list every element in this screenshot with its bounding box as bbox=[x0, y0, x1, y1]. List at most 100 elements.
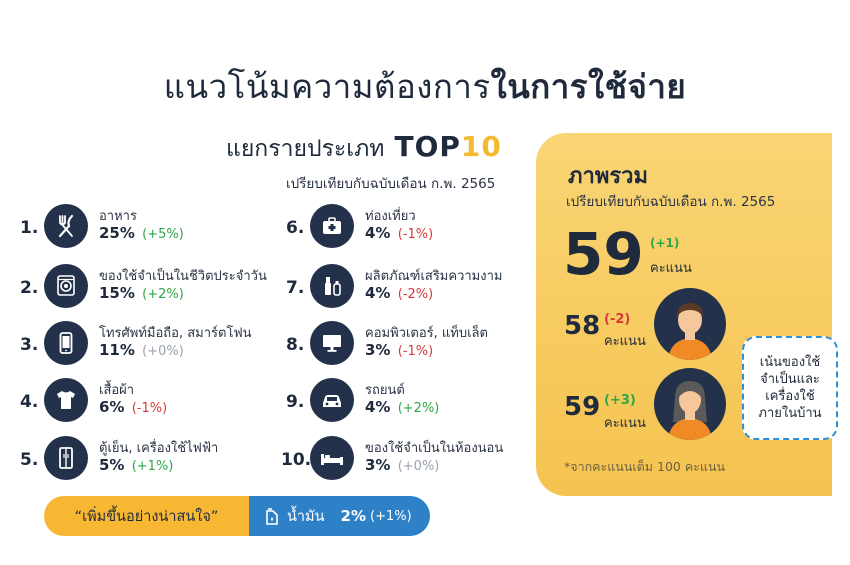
list-item-7: 7. ผลิตภัณฑ์เสริมความงาม 4% (-2%) bbox=[286, 264, 536, 312]
category-heading-text: แยกรายประเภท bbox=[226, 136, 385, 162]
list-item-3: 3. โทรศัพท์มือถือ, สมาร์ตโฟน 11% (+0%) bbox=[20, 321, 270, 369]
change-text: (-1%) bbox=[397, 227, 434, 242]
item-value: 11% (+0%) bbox=[99, 341, 184, 359]
item-number: 3. bbox=[20, 335, 39, 355]
value-text: 25% bbox=[99, 224, 135, 242]
female-score: 59 bbox=[564, 392, 601, 422]
value-text: 4% bbox=[365, 224, 391, 242]
change-text: (+0%) bbox=[397, 459, 440, 474]
male-score-change: (-2) bbox=[604, 312, 631, 327]
female-score-change: (+3) bbox=[604, 393, 636, 408]
item-number: 8. bbox=[286, 335, 305, 355]
item-value: 6% (-1%) bbox=[99, 398, 167, 416]
item-name: ของใช้จำเป็นในห้องนอน bbox=[365, 441, 504, 456]
female-avatar-icon bbox=[654, 368, 726, 440]
item-value: 3% (+0%) bbox=[365, 456, 439, 474]
female-score-unit: คะแนน bbox=[604, 416, 646, 431]
highlight-change: (+1%) bbox=[370, 508, 412, 524]
item-number: 9. bbox=[286, 392, 305, 412]
tshirt-icon bbox=[44, 378, 88, 422]
list-item-2: 2. ของใช้จำเป็นในชีวิตประจำวัน 15% (+2%) bbox=[20, 264, 270, 312]
item-name: ท่องเที่ยว bbox=[365, 209, 416, 224]
item-number: 7. bbox=[286, 278, 305, 298]
car-icon bbox=[310, 378, 354, 422]
monitor-icon bbox=[310, 321, 354, 365]
highlight-item: น้ำมัน 2% (+1%) bbox=[249, 496, 430, 536]
item-number: 1. bbox=[20, 218, 39, 238]
overall-score-unit: คะแนน bbox=[650, 261, 692, 276]
cosmetics-icon bbox=[310, 264, 354, 308]
category-compare: เปรียบเทียบกับฉบับเดือน ก.พ. 2565 bbox=[286, 176, 496, 192]
item-value: 3% (-1%) bbox=[365, 341, 433, 359]
highlight-label: “เพิ่มขึ้นอย่างน่าสนใจ” bbox=[44, 496, 249, 536]
male-avatar-icon bbox=[654, 288, 726, 360]
ten-text: 10 bbox=[460, 130, 502, 163]
footnote: *จากคะแนนเต็ม 100 คะแนน bbox=[564, 459, 726, 474]
value-text: 15% bbox=[99, 284, 135, 302]
item-value: 4% (+2%) bbox=[365, 398, 439, 416]
title-bold: ในการใช้จ่าย bbox=[490, 67, 687, 106]
item-number: 2. bbox=[20, 278, 39, 298]
change-text: (+5%) bbox=[142, 227, 184, 242]
male-score-unit: คะแนน bbox=[604, 334, 646, 349]
bed-icon bbox=[310, 436, 354, 480]
highlight-pill: “เพิ่มขึ้นอย่างน่าสนใจ” น้ำมัน 2% (+1%) bbox=[44, 496, 430, 536]
item-number: 4. bbox=[20, 392, 39, 412]
value-text: 3% bbox=[365, 456, 391, 474]
item-number: 10. bbox=[281, 450, 312, 470]
list-item-1: 1. อาหาร 25% (+5%) bbox=[20, 204, 270, 252]
highlight-value: 2% bbox=[340, 507, 366, 525]
item-name: เสื้อผ้า bbox=[99, 383, 135, 398]
change-text: (+1%) bbox=[131, 459, 174, 474]
washing-machine-icon bbox=[44, 264, 88, 308]
speech-bubble: เน้นของใช้จำเป็นและเครื่องใช้ภายในบ้าน bbox=[742, 336, 838, 440]
item-value: 4% (-2%) bbox=[365, 284, 433, 302]
item-number: 5. bbox=[20, 450, 39, 470]
list-item-5: 5. ตู้เย็น, เครื่องใช้ไฟฟ้า 5% (+1%) bbox=[20, 436, 270, 484]
change-text: (-1%) bbox=[131, 401, 168, 416]
list-item-9: 9. รถยนต์ 4% (+2%) bbox=[286, 378, 536, 426]
list-item-10: 10. ของใช้จำเป็นในห้องนอน 3% (+0%) bbox=[281, 436, 531, 484]
value-text: 6% bbox=[99, 398, 125, 416]
value-text: 3% bbox=[365, 341, 391, 359]
change-text: (+2%) bbox=[397, 401, 440, 416]
main-title: แนวโน้มความต้องการในการใช้จ่าย bbox=[0, 60, 850, 113]
male-score: 58 bbox=[564, 311, 601, 341]
top-text: TOP bbox=[394, 130, 461, 163]
overall-score: 59 bbox=[563, 220, 644, 288]
item-name: อาหาร bbox=[99, 209, 137, 224]
item-name: ผลิตภัณฑ์เสริมความงาม bbox=[365, 269, 503, 284]
highlight-item-name: น้ำมัน bbox=[287, 508, 325, 525]
change-text: (+0%) bbox=[142, 344, 184, 359]
change-text: (+2%) bbox=[142, 287, 184, 302]
overall-score-change: (+1) bbox=[650, 236, 680, 250]
refrigerator-icon bbox=[44, 436, 88, 480]
item-value: 15% (+2%) bbox=[99, 284, 184, 302]
change-text: (-1%) bbox=[397, 344, 434, 359]
fork-knife-icon bbox=[44, 204, 88, 248]
value-text: 5% bbox=[99, 456, 125, 474]
value-text: 11% bbox=[99, 341, 135, 359]
smartphone-icon bbox=[44, 321, 88, 365]
top-label: TOP10 bbox=[394, 130, 501, 163]
item-value: 25% (+5%) bbox=[99, 224, 184, 242]
category-heading: แยกรายประเภท TOP10 bbox=[226, 130, 502, 167]
overall-title: ภาพรวม bbox=[568, 164, 649, 189]
value-text: 4% bbox=[365, 284, 391, 302]
item-name: คอมพิวเตอร์, แท็บเล็ต bbox=[365, 326, 488, 341]
change-text: (-2%) bbox=[397, 287, 434, 302]
list-item-4: 4. เสื้อผ้า 6% (-1%) bbox=[20, 378, 270, 426]
item-value: 4% (-1%) bbox=[365, 224, 433, 242]
item-name: ตู้เย็น, เครื่องใช้ไฟฟ้า bbox=[99, 441, 219, 456]
list-item-8: 8. คอมพิวเตอร์, แท็บเล็ต 3% (-1%) bbox=[286, 321, 536, 369]
title-regular: แนวโน้มความต้องการ bbox=[163, 67, 491, 106]
fuel-can-icon bbox=[263, 506, 281, 526]
suitcase-icon bbox=[310, 204, 354, 248]
item-name: โทรศัพท์มือถือ, สมาร์ตโฟน bbox=[99, 326, 252, 341]
overall-compare: เปรียบเทียบกับฉบับเดือน ก.พ. 2565 bbox=[566, 194, 776, 210]
item-name: รถยนต์ bbox=[365, 383, 405, 398]
item-name: ของใช้จำเป็นในชีวิตประจำวัน bbox=[99, 269, 267, 284]
value-text: 4% bbox=[365, 398, 391, 416]
item-value: 5% (+1%) bbox=[99, 456, 173, 474]
list-item-6: 6. ท่องเที่ยว 4% (-1%) bbox=[286, 204, 536, 252]
